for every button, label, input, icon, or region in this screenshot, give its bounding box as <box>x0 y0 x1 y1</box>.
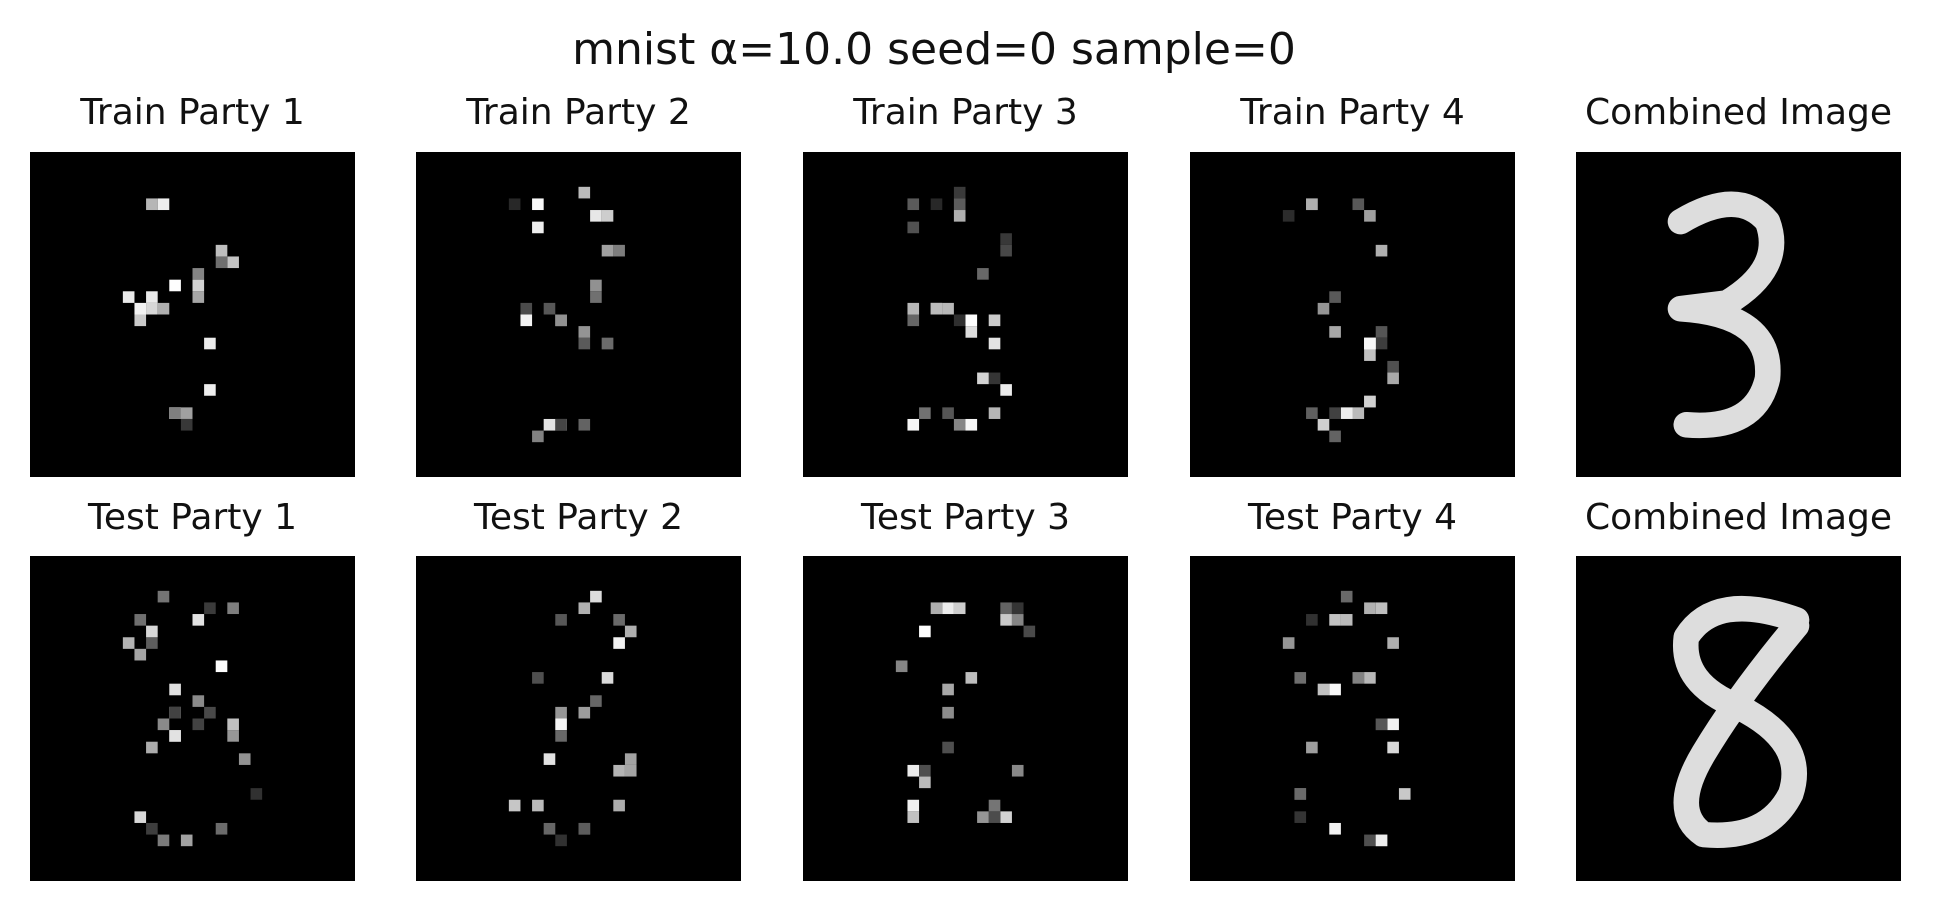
panel-image <box>1190 556 1515 881</box>
panel-title: Test Party 1 <box>87 497 297 538</box>
panel-title: Train Party 4 <box>1239 92 1465 133</box>
panel-title: Test Party 3 <box>860 497 1070 538</box>
panel-image <box>803 556 1128 881</box>
panel-title: Train Party 3 <box>852 92 1078 133</box>
panel-title: Test Party 4 <box>1247 497 1457 538</box>
figure-title: mnist α=10.0 seed=0 sample=0 <box>572 24 1296 75</box>
panel-image <box>1576 556 1901 881</box>
panel-image <box>803 152 1128 477</box>
panel-image <box>416 152 741 477</box>
panel-title: Test Party 2 <box>473 497 683 538</box>
panel-image <box>1190 152 1515 477</box>
panel-image <box>30 556 355 881</box>
panel-title: Train Party 1 <box>79 92 305 133</box>
panel-title: Combined Image <box>1585 497 1892 538</box>
panel-title: Train Party 2 <box>465 92 691 133</box>
panel-image <box>416 556 741 881</box>
panel-image <box>30 152 355 477</box>
panel-title: Combined Image <box>1585 92 1892 133</box>
panel-image <box>1576 152 1901 477</box>
